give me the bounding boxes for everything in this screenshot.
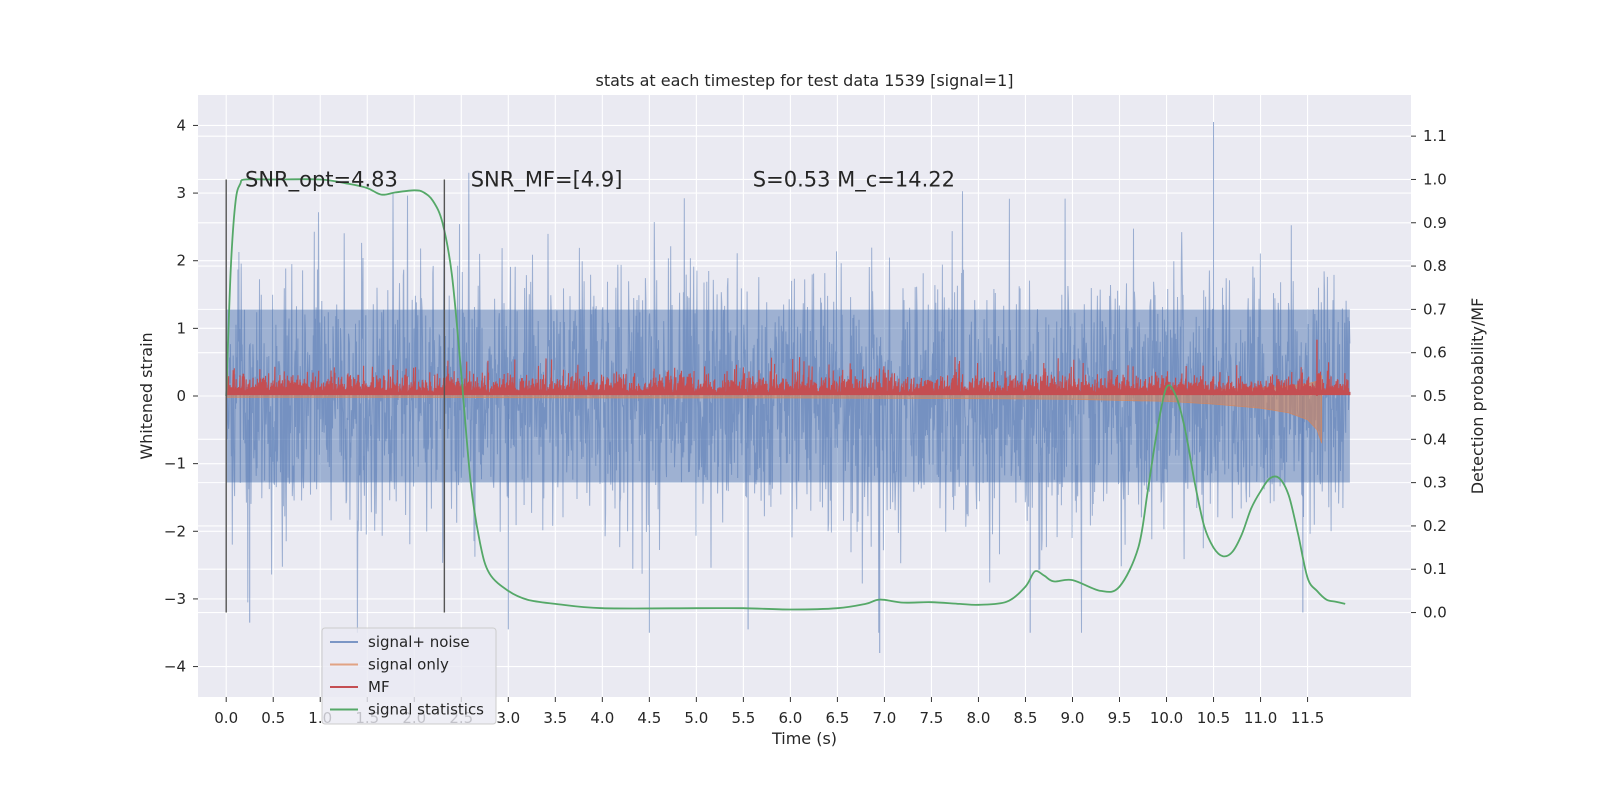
x-tick-label: 4.0	[590, 709, 614, 727]
x-tick-label: 8.5	[1014, 709, 1038, 727]
vertical-markers	[225, 179, 446, 613]
x-tick-label: 0.0	[214, 709, 238, 727]
y2-axis-label: Detection probability/MF	[1468, 298, 1487, 495]
x-tick-label: 8.0	[967, 709, 991, 727]
mf-series	[225, 357, 1351, 396]
y2-tick-label: 0.9	[1423, 214, 1447, 232]
x-tick-label: 5.5	[731, 709, 755, 727]
x-tick-label: 5.0	[684, 709, 708, 727]
y2-tick-label: 0.8	[1423, 257, 1447, 275]
legend-label: MF	[368, 678, 390, 696]
y2-tick-label: 0.4	[1423, 430, 1447, 448]
annotations: SNR_opt=4.83 SNR_MF=[4.9] S=0.53 M_c=14.22	[245, 168, 955, 193]
x-axis-label: Time (s)	[771, 729, 837, 748]
y-tick-label: 0	[176, 387, 186, 405]
y2-tick-label: 0.7	[1423, 300, 1447, 318]
x-tick-label: 3.5	[543, 709, 567, 727]
y-tick-label: 3	[176, 184, 186, 202]
legend-label: signal+ noise	[368, 633, 470, 651]
y2-tick-label: 0.3	[1423, 474, 1447, 492]
y-tick-label: 4	[176, 116, 186, 134]
legend-label: signal only	[368, 656, 449, 674]
x-tick-label: 7.5	[920, 709, 944, 727]
x-tick-label: 7.0	[872, 709, 896, 727]
annotation-text: S=0.53 M_c=14.22	[753, 168, 955, 193]
y-tick-label: −4	[164, 658, 186, 676]
chart-title: stats at each timestep for test data 153…	[595, 71, 1013, 90]
x-tick-label: 6.0	[778, 709, 802, 727]
y-axis-label: Whitened strain	[137, 332, 156, 459]
y-tick-label: 1	[176, 319, 186, 337]
y2-tick-label: 1.0	[1423, 170, 1447, 188]
x-tick-label: 0.5	[261, 709, 285, 727]
signal-statistics-series	[225, 178, 1346, 611]
annotation-text: SNR_opt=4.83	[245, 168, 398, 193]
y2-tick-label: 1.1	[1423, 127, 1447, 145]
y-tick-label: −1	[164, 455, 186, 473]
y2-tick-label: 0.2	[1423, 517, 1447, 535]
y2-tick-label: 0.6	[1423, 344, 1447, 362]
y2-tick-label: 0.5	[1423, 387, 1447, 405]
x-tick-label: 6.5	[825, 709, 849, 727]
x-tick-label: 11.0	[1244, 709, 1277, 727]
x-tick-label: 3.0	[496, 709, 520, 727]
axes: 0.00.51.01.52.02.53.03.54.04.55.05.56.06…	[164, 116, 1447, 727]
y-tick-label: −3	[164, 590, 186, 608]
x-tick-label: 4.5	[637, 709, 661, 727]
y-tick-label: −2	[164, 522, 186, 540]
legend-label: signal statistics	[368, 701, 484, 719]
y-tick-label: 2	[176, 252, 186, 270]
data-layer	[225, 122, 1351, 654]
legend-box	[321, 627, 497, 725]
x-tick-label: 11.5	[1291, 709, 1324, 727]
y2-tick-label: 0.0	[1423, 604, 1447, 622]
x-tick-label: 9.0	[1061, 709, 1085, 727]
x-tick-label: 9.5	[1108, 709, 1132, 727]
x-tick-label: 10.5	[1197, 709, 1230, 727]
signal-noise-series	[225, 172, 1351, 633]
y2-tick-label: 0.1	[1423, 560, 1447, 578]
annotation-text: SNR_MF=[4.9]	[471, 168, 623, 193]
legend: signal+ noise signal only MF signal statist…	[321, 627, 497, 725]
x-tick-label: 10.0	[1150, 709, 1183, 727]
